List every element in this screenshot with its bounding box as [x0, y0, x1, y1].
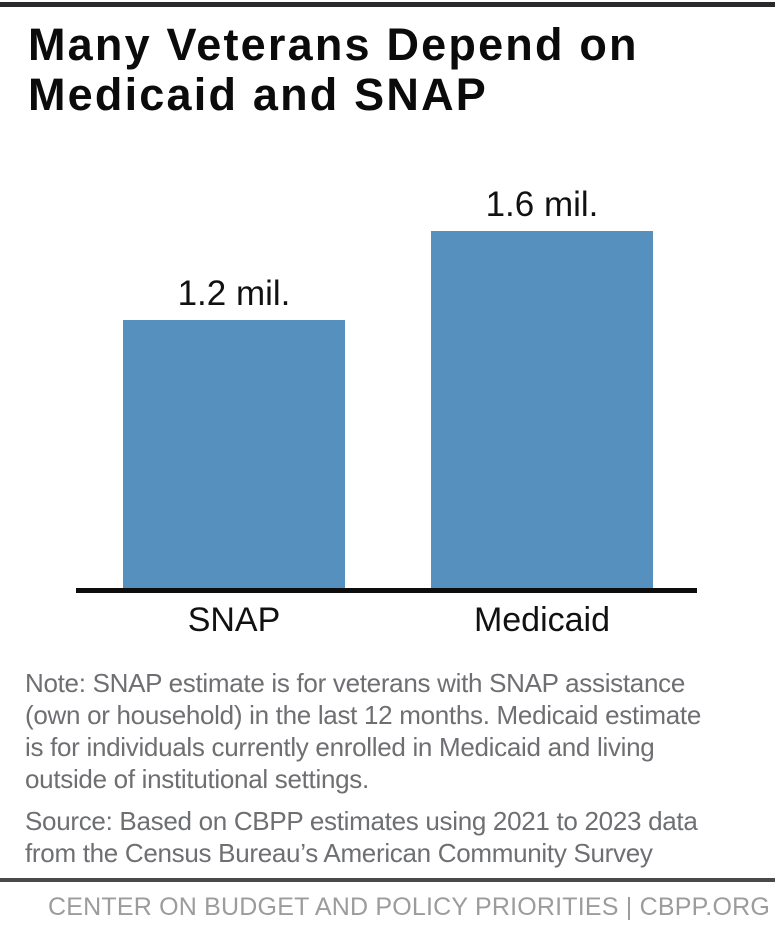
note-text: Note: SNAP estimate is for veterans with…: [25, 667, 701, 795]
top-border-rule: [0, 2, 775, 7]
category-label-snap: SNAP: [187, 601, 281, 639]
bar-medicaid: [431, 231, 653, 588]
source-line-1: Source: Based on CBPP estimates using 20…: [25, 806, 698, 836]
footer-divider-rule: [0, 878, 775, 882]
source-line-2: from the Census Bureau’s American Commun…: [25, 838, 653, 868]
bar-value-label-medicaid: 1.6 mil.: [485, 185, 599, 224]
bar-value-label-snap: 1.2 mil.: [177, 274, 291, 313]
bar-snap: [123, 320, 345, 588]
note-line-2: (own or household) in the last 12 months…: [25, 700, 701, 730]
chart-title-line-2: Medicaid and SNAP: [28, 69, 488, 120]
category-label-medicaid: Medicaid: [473, 601, 611, 639]
x-axis-baseline: [76, 588, 697, 593]
footer-credit: CENTER ON BUDGET AND POLICY PRIORITIES |…: [47, 893, 770, 921]
source-text: Source: Based on CBPP estimates using 20…: [25, 805, 698, 869]
note-line-4: outside of institutional settings.: [25, 764, 369, 794]
note-line-1: Note: SNAP estimate is for veterans with…: [25, 668, 685, 698]
chart-title: Many Veterans Depend on Medicaid and SNA…: [28, 20, 639, 120]
note-line-3: is for individuals currently enrolled in…: [25, 732, 655, 762]
chart-title-line-1: Many Veterans Depend on: [28, 19, 639, 70]
